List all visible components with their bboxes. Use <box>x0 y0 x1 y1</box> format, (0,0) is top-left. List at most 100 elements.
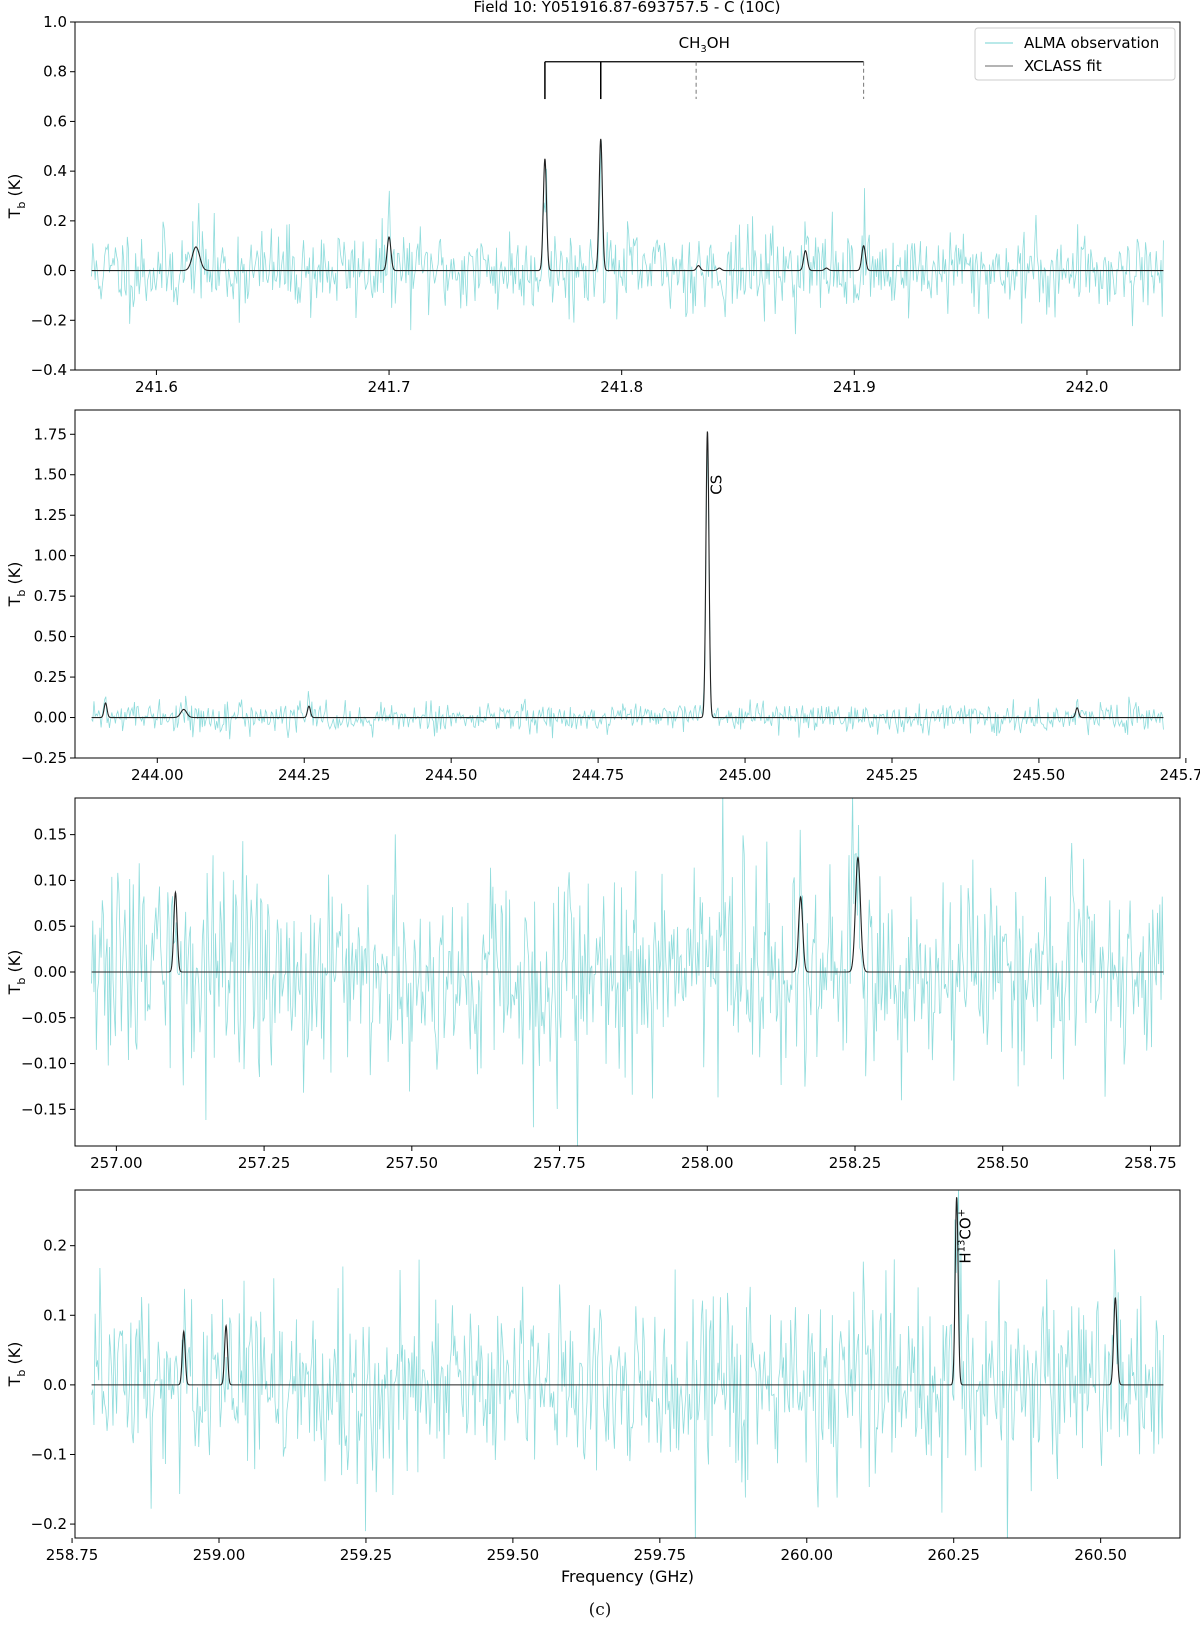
x-tick-label: 260.25 <box>927 1546 980 1564</box>
y-tick-label: 0.4 <box>43 162 67 180</box>
y-axis-label-unit: (K) <box>5 562 24 590</box>
x-tick-label: 244.25 <box>278 766 331 784</box>
x-tick-label: 258.75 <box>1124 1154 1177 1172</box>
species-label-ch3oh: CH3OH <box>679 34 730 55</box>
x-tick-label: 258.50 <box>976 1154 1029 1172</box>
y-axis-label-subscript: b <box>15 1370 28 1377</box>
x-tick-label: 258.00 <box>681 1154 734 1172</box>
y-tick-label: 0.00 <box>34 709 67 727</box>
x-tick-label: 244.50 <box>425 766 478 784</box>
y-tick-label: −0.05 <box>21 1009 67 1027</box>
y-axis-label-unit: (K) <box>5 174 24 202</box>
fit-spectrum-2 <box>91 431 1164 719</box>
y-tick-label: −0.2 <box>31 1515 67 1533</box>
legend-fit-label: XCLASS fit <box>1024 57 1102 75</box>
y-tick-label: 0.6 <box>43 112 67 130</box>
x-tick-label: 244.75 <box>572 766 625 784</box>
x-tick-label: 259.25 <box>340 1546 393 1564</box>
x-tick-label: 241.9 <box>833 378 876 396</box>
y-axis-label-subscript: b <box>15 590 28 597</box>
axes-frame-1 <box>74 21 1181 371</box>
x-tick-label: 257.50 <box>386 1154 439 1172</box>
x-tick-label: 259.00 <box>193 1546 246 1564</box>
y-axis-label: Tb (K) <box>5 1342 28 1388</box>
y-tick-label: 0.50 <box>34 628 67 646</box>
y-axis-label: Tb (K) <box>5 950 28 996</box>
y-tick-label: −0.10 <box>21 1055 67 1073</box>
panel-4: 258.75 259.00 259.25 259.50 259.75 260.00 260.… <box>5 1189 1181 1586</box>
x-tick-label: 258.25 <box>829 1154 882 1172</box>
fit-spectrum-4 <box>91 1197 1164 1386</box>
y-axis-label: Tb (K) <box>5 562 28 608</box>
x-tick-label: 241.8 <box>600 378 643 396</box>
y-tick-label: −0.1 <box>31 1445 67 1463</box>
observation-spectrum-1 <box>91 140 1164 335</box>
y-axis-label-main: T <box>5 1376 24 1387</box>
y-axis-label-subscript: b <box>15 202 28 209</box>
axes-frame-4 <box>74 1189 1181 1539</box>
x-tick-label: 257.25 <box>238 1154 291 1172</box>
y-tick-label: 0.05 <box>34 917 67 935</box>
x-axis-label: Frequency (GHz) <box>561 1567 694 1586</box>
observation-spectrum-2 <box>91 440 1164 740</box>
observation-spectrum-4 <box>91 1190 1164 1538</box>
x-tick-label: 257.75 <box>533 1154 586 1172</box>
figure-title: Field 10: Y051916.87-693757.5 - C (10C) <box>473 0 780 16</box>
x-tick-label: 257.00 <box>90 1154 143 1172</box>
fit-spectrum-3 <box>91 856 1164 973</box>
x-tick-label: 258.75 <box>46 1546 99 1564</box>
y-axis-label-unit: (K) <box>5 1342 24 1370</box>
legend-box <box>974 27 1176 81</box>
legend: ALMA observation XCLASS fit <box>974 27 1176 81</box>
y-tick-label: 0.2 <box>43 1237 67 1255</box>
x-tick-label: 259.50 <box>487 1546 540 1564</box>
y-tick-label: 0.2 <box>43 212 67 230</box>
y-tick-label: −0.15 <box>21 1100 67 1118</box>
x-tick-label: 245.25 <box>866 766 919 784</box>
y-axis-label-main: T <box>5 208 24 219</box>
x-tick-label: 241.6 <box>135 378 178 396</box>
panel-1: 241.6 241.7 241.8 241.9 242.0 −0.4 −0.2 0.0 0.2 0… <box>5 13 1181 396</box>
x-tick-label: 245.50 <box>1013 766 1066 784</box>
x-tick-label: 242.0 <box>1065 378 1108 396</box>
observation-spectrum-3 <box>91 798 1164 1146</box>
y-tick-label: 1.75 <box>34 425 67 443</box>
x-tick-label: 241.7 <box>368 378 411 396</box>
figure-caption: (c) <box>588 1600 612 1620</box>
y-tick-label: −0.25 <box>21 749 67 767</box>
panel-2: 244.00 244.25 244.50 244.75 245.00 245.25 245.… <box>5 409 1200 784</box>
x-tick-label: 260.00 <box>781 1546 834 1564</box>
y-tick-label: 0.25 <box>34 668 67 686</box>
y-axis-label-unit: (K) <box>5 950 24 978</box>
y-tick-label: 0.8 <box>43 63 67 81</box>
x-tick-label: 244.00 <box>131 766 184 784</box>
y-tick-label: −0.4 <box>31 361 67 379</box>
y-axis-label-main: T <box>5 984 24 995</box>
y-tick-label: 0.1 <box>43 1306 67 1324</box>
y-tick-label: 1.25 <box>34 506 67 524</box>
y-axis-label-main: T <box>5 596 24 607</box>
y-tick-label: 0.75 <box>34 587 67 605</box>
y-axis-label-subscript: b <box>15 978 28 985</box>
line-label: H13CO+ <box>957 1209 975 1264</box>
y-tick-label: 1.00 <box>34 547 67 565</box>
y-tick-label: 0.0 <box>43 1376 67 1394</box>
legend-observation-label: ALMA observation <box>1024 34 1159 52</box>
axes-frame-2 <box>74 409 1181 759</box>
y-tick-label: 0.0 <box>43 262 67 280</box>
y-tick-label: −0.2 <box>31 311 67 329</box>
y-tick-label: 0.10 <box>34 871 67 889</box>
x-tick-label: 259.75 <box>634 1546 687 1564</box>
x-tick-label: 260.50 <box>1074 1546 1127 1564</box>
y-tick-label: 1.0 <box>43 13 67 31</box>
x-tick-label: 245.00 <box>719 766 772 784</box>
y-tick-label: 1.50 <box>34 466 67 484</box>
fit-spectrum-1 <box>91 138 1164 272</box>
panel-3: 257.00 257.25 257.50 257.75 258.00 258.25 258.… <box>5 797 1181 1172</box>
y-axis-label: Tb (K) <box>5 174 28 220</box>
y-tick-label: 0.15 <box>34 826 67 844</box>
x-tick-label: 245.75 <box>1160 766 1200 784</box>
line-label: CS <box>707 475 725 495</box>
y-tick-label: 0.00 <box>34 963 67 981</box>
